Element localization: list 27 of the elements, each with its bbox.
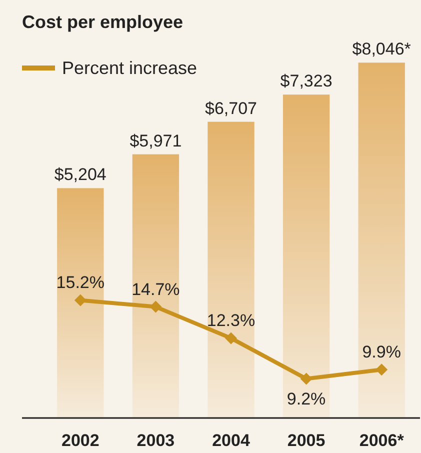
bar	[57, 188, 104, 418]
data-label: 9.2%	[286, 390, 326, 409]
point	[150, 300, 162, 313]
x-tick-label: 2006*	[359, 431, 404, 450]
data-label: 15.2%	[56, 273, 105, 292]
data-label: 14.7%	[132, 280, 180, 299]
point	[225, 332, 237, 344]
x-tick-label: 2004	[212, 431, 250, 450]
data-label: $8,046*	[352, 40, 412, 59]
data-label: 12.3%	[206, 311, 256, 330]
chart-title: Cost per employee	[22, 12, 184, 32]
bar	[208, 122, 254, 418]
data-label: $6,707	[205, 98, 257, 118]
data-label: $5,971	[130, 131, 182, 150]
point	[376, 364, 388, 376]
legend-label: Percent increase	[62, 58, 198, 78]
point	[74, 294, 86, 306]
bar	[358, 62, 405, 418]
bar	[282, 94, 330, 418]
data-label: $5,204	[54, 165, 106, 184]
data-label: $7,323	[280, 72, 332, 91]
bar	[132, 154, 180, 418]
data-label: 9.9%	[362, 342, 401, 362]
x-tick-label: 2002	[61, 431, 100, 450]
x-tick-label: 2003	[136, 431, 175, 450]
point	[300, 372, 312, 385]
x-tick-label: 2005	[287, 431, 326, 450]
